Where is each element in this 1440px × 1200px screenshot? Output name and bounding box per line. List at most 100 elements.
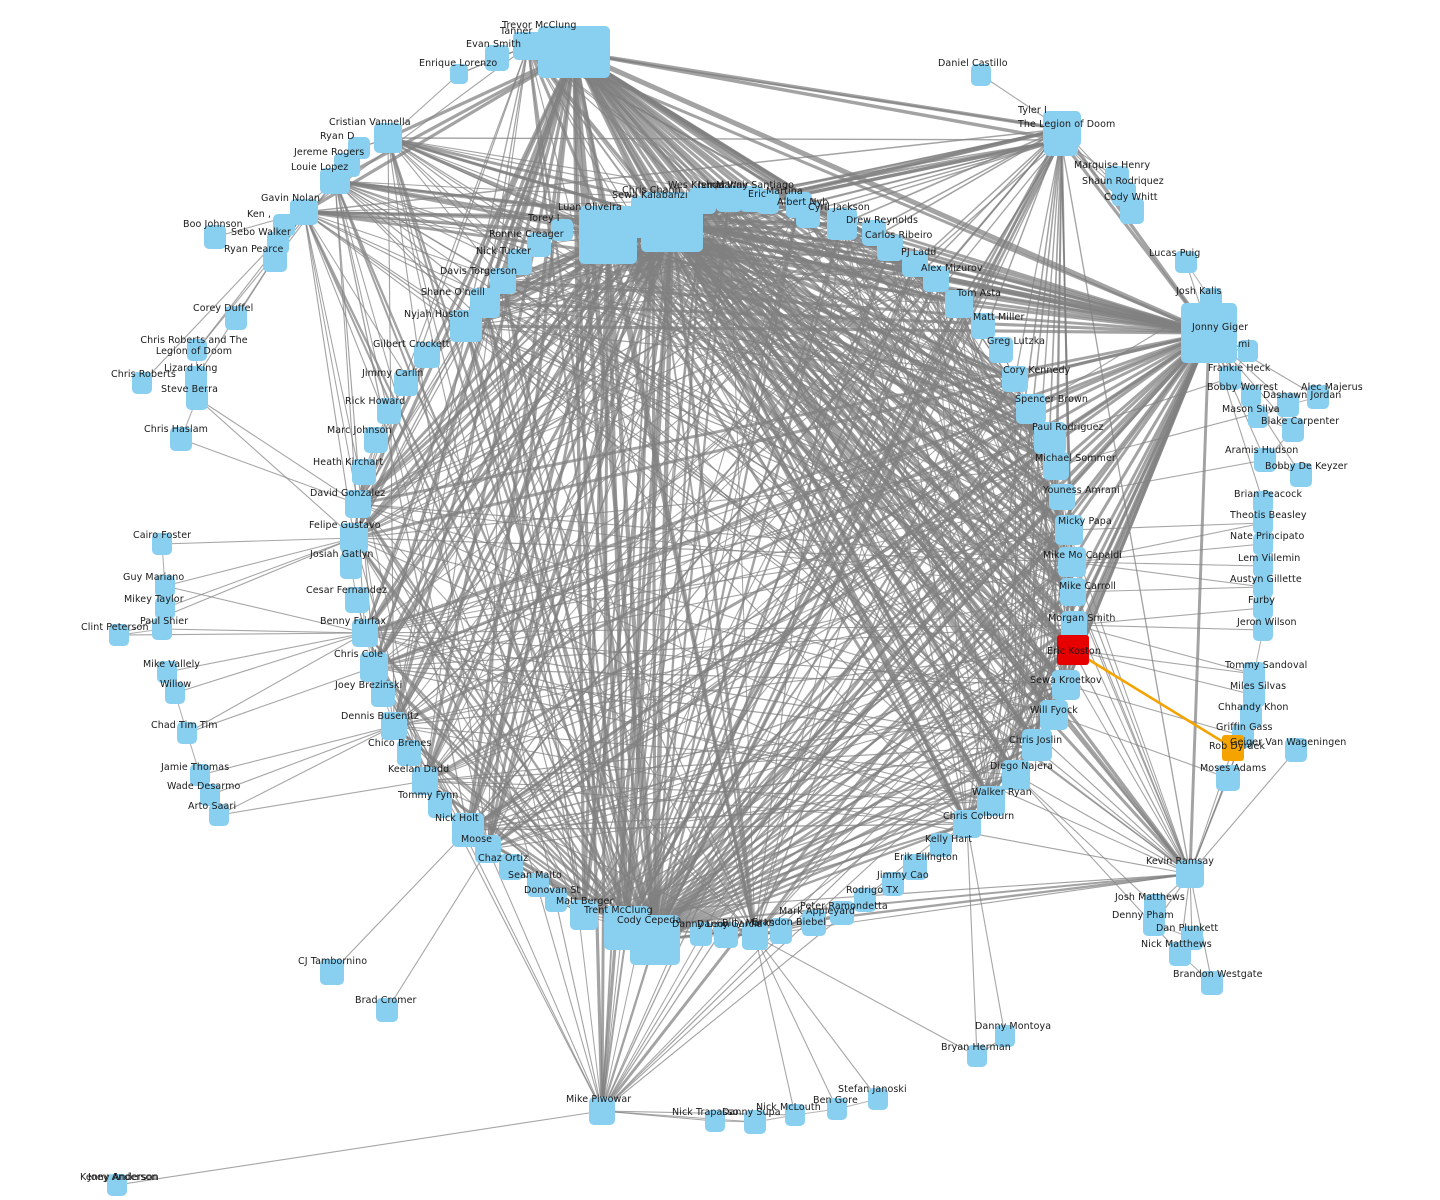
graph-node[interactable] — [1181, 303, 1237, 363]
graph-node[interactable] — [1253, 512, 1273, 534]
graph-node[interactable] — [995, 1025, 1015, 1047]
graph-node[interactable] — [377, 398, 401, 424]
graph-node[interactable] — [371, 681, 395, 707]
graph-node[interactable] — [1040, 700, 1068, 730]
graph-node[interactable] — [109, 624, 129, 646]
graph-node[interactable] — [971, 64, 991, 86]
graph-node[interactable] — [827, 208, 857, 240]
graph-node[interactable] — [1240, 704, 1262, 728]
graph-node[interactable] — [185, 366, 207, 390]
graph-node[interactable] — [1002, 366, 1028, 392]
graph-node[interactable] — [1253, 597, 1273, 619]
graph-node[interactable] — [1060, 578, 1086, 606]
graph-node[interactable] — [830, 901, 854, 925]
graph-node[interactable] — [1052, 670, 1080, 700]
graph-node[interactable] — [796, 202, 820, 228]
graph-node[interactable] — [744, 1110, 766, 1134]
graph-node[interactable] — [604, 906, 650, 950]
graph-node[interactable] — [450, 310, 482, 342]
graph-node[interactable] — [152, 533, 172, 555]
graph-node[interactable] — [1016, 394, 1046, 424]
graph-node[interactable] — [545, 888, 567, 912]
graph-node[interactable] — [1201, 971, 1223, 995]
graph-node[interactable] — [376, 998, 398, 1022]
graph-node[interactable] — [1282, 418, 1304, 442]
graph-node[interactable] — [1043, 452, 1069, 480]
graph-node[interactable] — [785, 1104, 805, 1126]
graph-node[interactable] — [187, 339, 207, 361]
graph-node[interactable] — [428, 792, 452, 818]
graph-node[interactable] — [364, 427, 388, 453]
graph-node[interactable] — [485, 45, 509, 71]
graph-node[interactable] — [953, 810, 981, 838]
graph-node[interactable] — [631, 196, 675, 238]
graph-node[interactable] — [716, 186, 742, 212]
graph-node[interactable] — [452, 813, 484, 847]
graph-node[interactable] — [394, 370, 418, 396]
graph-node[interactable] — [1058, 547, 1086, 577]
graph-node[interactable] — [579, 206, 637, 264]
graph-node[interactable] — [1002, 760, 1030, 790]
graph-node[interactable] — [1034, 422, 1066, 454]
graph-node[interactable] — [551, 219, 573, 241]
graph-node[interactable] — [320, 168, 350, 194]
graph-node[interactable] — [1061, 611, 1087, 639]
graph-node[interactable] — [971, 313, 995, 339]
graph-node[interactable] — [345, 490, 371, 518]
graph-node[interactable] — [1143, 912, 1165, 936]
graph-node[interactable] — [107, 1174, 127, 1196]
graph-node[interactable] — [1057, 635, 1089, 665]
graph-node[interactable] — [320, 959, 344, 985]
graph-node[interactable] — [273, 214, 295, 236]
graph-node[interactable] — [1216, 765, 1240, 791]
graph-node[interactable] — [770, 918, 792, 944]
graph-node[interactable] — [360, 652, 388, 682]
graph-node[interactable] — [589, 1097, 615, 1125]
graph-node[interactable] — [690, 922, 712, 946]
graph-node[interactable] — [690, 186, 716, 214]
graph-node[interactable] — [155, 597, 175, 619]
graph-node[interactable] — [340, 523, 368, 553]
graph-node[interactable] — [868, 1088, 888, 1110]
graph-node[interactable] — [1044, 124, 1078, 156]
graph-node[interactable] — [513, 32, 543, 60]
graph-node[interactable] — [903, 854, 927, 880]
graph-node[interactable] — [165, 682, 185, 704]
graph-node[interactable] — [827, 1098, 847, 1120]
graph-node[interactable] — [714, 922, 738, 948]
graph-node[interactable] — [1253, 619, 1273, 641]
graph-node[interactable] — [527, 873, 549, 897]
graph-node[interactable] — [1176, 860, 1204, 888]
graph-node[interactable] — [352, 619, 378, 647]
graph-node[interactable] — [397, 740, 421, 766]
graph-node[interactable] — [1022, 729, 1052, 761]
graph-node[interactable] — [989, 337, 1013, 363]
graph-node[interactable] — [1222, 735, 1244, 761]
graph-node[interactable] — [1169, 942, 1191, 966]
graph-node[interactable] — [1290, 463, 1312, 487]
graph-node[interactable] — [200, 784, 220, 806]
graph-node[interactable] — [155, 575, 175, 597]
graph-node[interactable] — [1277, 393, 1299, 417]
graph-node[interactable] — [1253, 533, 1273, 555]
graph-node[interactable] — [263, 248, 287, 272]
graph-node[interactable] — [1241, 385, 1261, 407]
graph-node[interactable] — [1253, 555, 1273, 577]
graph-node[interactable] — [882, 872, 904, 896]
graph-node[interactable] — [499, 854, 523, 880]
graph-node[interactable] — [877, 235, 903, 261]
graph-node[interactable] — [340, 553, 362, 579]
graph-node[interactable] — [345, 587, 369, 613]
graph-node[interactable] — [854, 888, 876, 912]
graph-node[interactable] — [177, 722, 197, 744]
graph-node[interactable] — [209, 804, 229, 826]
graph-node[interactable] — [412, 767, 438, 795]
graph-node[interactable] — [1238, 340, 1258, 362]
graph-node[interactable] — [450, 64, 468, 84]
graph-node[interactable] — [170, 427, 192, 451]
graph-node[interactable] — [157, 661, 177, 683]
graph-node[interactable] — [570, 900, 598, 930]
graph-node[interactable] — [381, 712, 407, 740]
graph-node[interactable] — [977, 786, 1005, 816]
